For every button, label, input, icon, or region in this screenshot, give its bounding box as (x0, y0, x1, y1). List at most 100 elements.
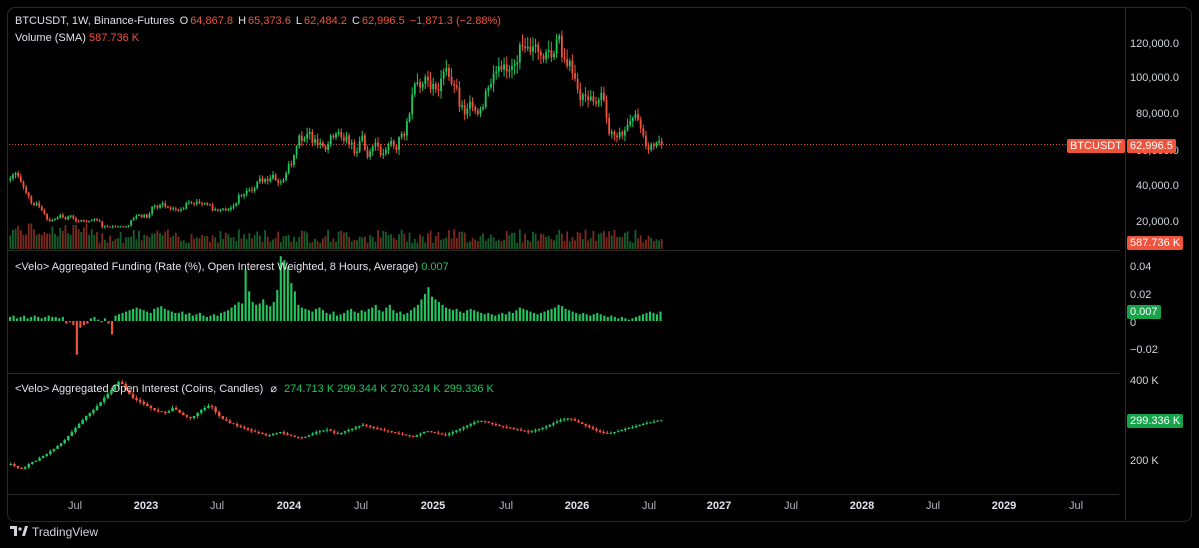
hidden-eye-icon[interactable]: ⌀ (270, 383, 277, 395)
funding-bar (258, 303, 261, 321)
oi-candle (491, 422, 494, 424)
volume-bar (316, 240, 319, 249)
pane-divider-1[interactable] (8, 250, 1119, 251)
volume-bar (413, 238, 416, 249)
price-candle (568, 60, 571, 67)
volume-bar (245, 239, 248, 249)
oi-candle (329, 429, 332, 432)
oi-candle (311, 433, 314, 436)
funding-bar (300, 307, 303, 321)
price-candle (106, 226, 109, 228)
funding-bar (65, 321, 68, 324)
price-candle (487, 87, 490, 92)
price-candle (547, 50, 550, 52)
funding-legend-title[interactable]: <Velo> Aggregated Funding (Rate (%), Ope… (15, 261, 419, 273)
oi-candle (167, 411, 171, 413)
volume-bar (27, 223, 30, 249)
funding-bar (54, 316, 57, 321)
volume-bar (311, 242, 314, 249)
funding-bar (265, 304, 268, 321)
volume-bar (469, 241, 471, 249)
symbol-title[interactable]: BTCUSDT, 1W, Binance-Futures (15, 15, 175, 27)
funding-bar (93, 316, 96, 321)
price-candle (72, 215, 75, 219)
funding-bar (522, 308, 525, 321)
oi-candle (394, 432, 397, 433)
volume-bar (398, 234, 400, 249)
price-candle (298, 135, 301, 147)
price-candle (261, 178, 264, 182)
tradingview-branding[interactable]: TradingView (10, 525, 98, 539)
price-candle (639, 119, 642, 129)
high-value: 65,373.6 (248, 15, 291, 27)
oi-legend-title[interactable]: <Velo> Aggregated Open Interest (Coins, … (15, 383, 264, 395)
oi-candle (275, 432, 278, 434)
oi-candle (541, 428, 544, 429)
oi-candle (534, 430, 537, 432)
time-tick: Jul (641, 500, 657, 512)
price-candle (77, 221, 80, 222)
funding-bar (170, 311, 173, 321)
volume-bar (345, 232, 348, 249)
price-candle (445, 67, 448, 72)
price-candle (90, 220, 93, 222)
price-candle (621, 132, 624, 136)
price-candle (589, 96, 592, 100)
price-candle (182, 208, 185, 210)
funding-bar (420, 299, 423, 321)
funding-legend[interactable]: <Velo> Aggregated Funding (Rate (%), Ope… (15, 261, 449, 273)
volume-bar (363, 236, 366, 249)
oi-candle (458, 428, 462, 431)
oi-candle (376, 428, 379, 429)
funding-bar (371, 307, 374, 321)
price-candle (392, 140, 395, 147)
price-candle (652, 144, 655, 147)
volume-bar (639, 235, 642, 249)
oi-candle (404, 434, 408, 436)
pane-divider-2[interactable] (8, 373, 1119, 374)
price-candle (602, 92, 605, 100)
time-tick: Jul (353, 500, 369, 512)
volume-bar (637, 238, 639, 249)
funding-bar (445, 307, 448, 321)
oi-candle (38, 458, 41, 461)
oi-candle (160, 411, 163, 413)
volume-legend-title[interactable]: Volume (SMA) (15, 32, 86, 44)
volume-bar (427, 233, 429, 249)
volume-bar (243, 234, 245, 249)
price-candle (40, 206, 43, 211)
price-candle (222, 208, 224, 210)
volume-bar (298, 236, 301, 249)
symbol-legend[interactable]: BTCUSDT, 1W, Binance-Futures O 64,867.8 H… (15, 15, 503, 27)
price-candle (48, 219, 51, 221)
volume-legend[interactable]: Volume (SMA) 587.736 K (15, 32, 139, 44)
oi-candle (59, 443, 63, 446)
price-candle (130, 220, 133, 226)
volume-bar (59, 227, 62, 249)
oi-candle (52, 448, 56, 452)
oi-candle (239, 426, 243, 428)
funding-bar (582, 312, 585, 321)
funding-bar (452, 310, 455, 321)
price-candle (140, 214, 143, 218)
funding-tick: 0.04 (1130, 261, 1152, 273)
oi-legend[interactable]: <Velo> Aggregated Open Interest (Coins, … (15, 382, 494, 395)
price-candle (534, 44, 537, 47)
price-candle (277, 180, 280, 183)
price-candle (64, 217, 67, 220)
oi-candle (74, 428, 77, 432)
oi-candle (480, 420, 483, 422)
price-candle (545, 51, 548, 60)
volume-bar (618, 236, 621, 249)
volume-bar (46, 233, 49, 249)
price-candle (597, 99, 600, 104)
oi-candle (624, 428, 627, 430)
oi-candle (113, 386, 117, 390)
price-candle (38, 203, 41, 207)
price-tick: 120,000.0 (1130, 38, 1179, 50)
funding-bar (571, 311, 574, 321)
volume-bar (80, 231, 83, 249)
price-candle (455, 85, 458, 88)
funding-bar (290, 283, 293, 321)
